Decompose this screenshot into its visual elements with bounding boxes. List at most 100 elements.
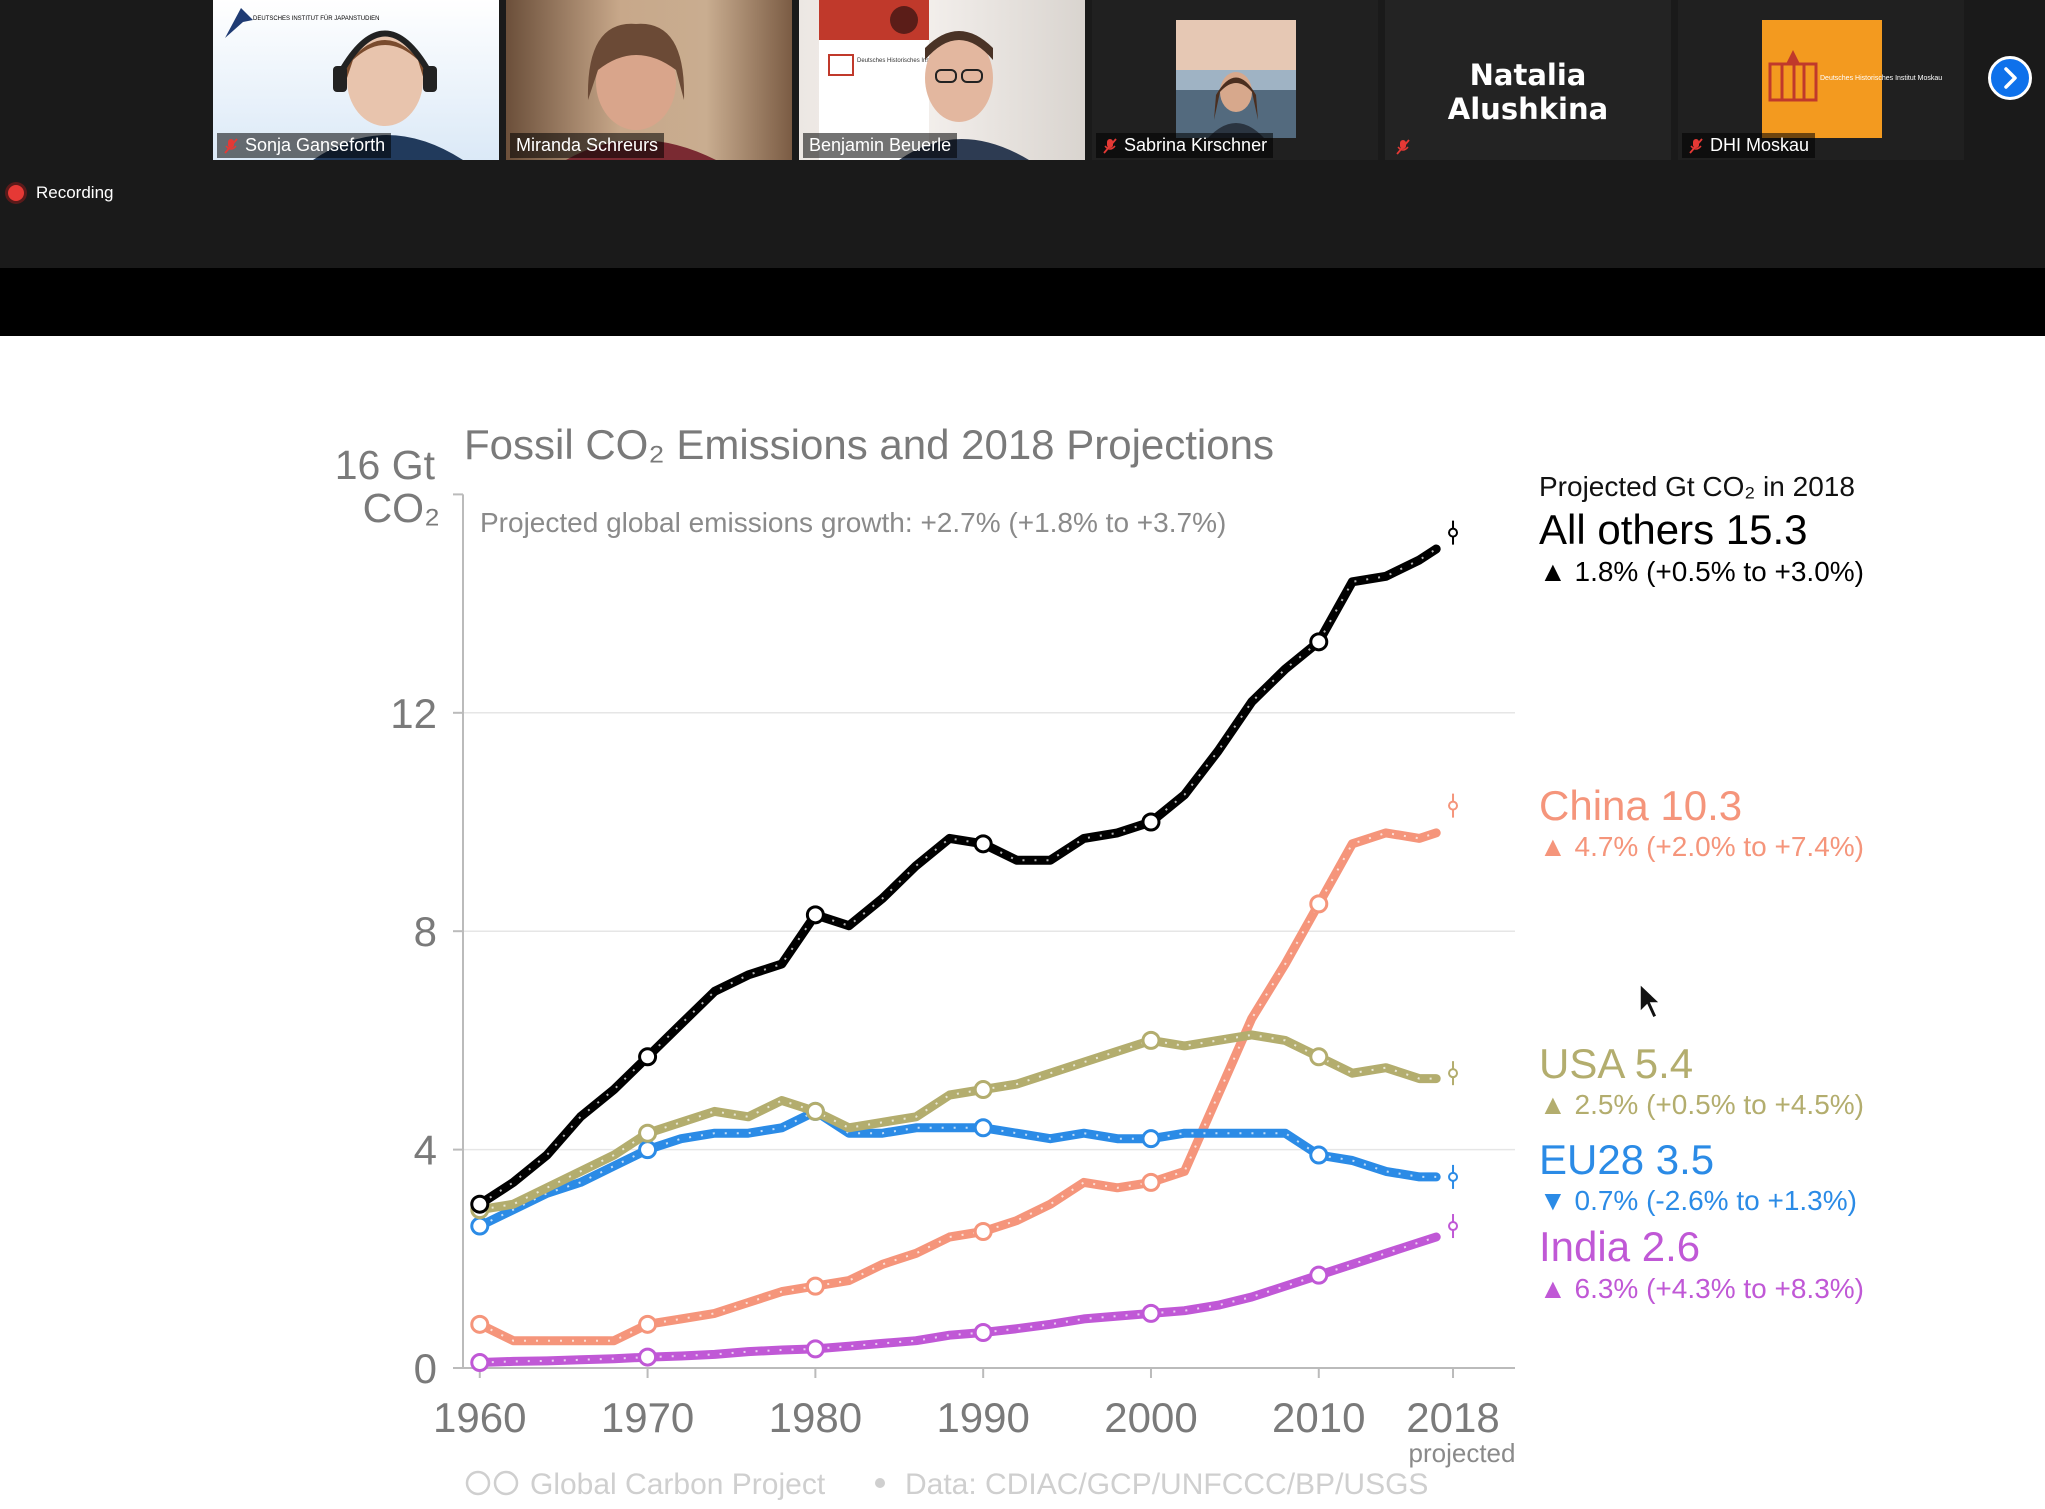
legend-label: All others 15.3: [1539, 506, 1808, 553]
legend-label: EU28 3.5: [1539, 1136, 1714, 1183]
participant-tile[interactable]: Sabrina Kirschner: [1092, 0, 1378, 160]
logo-text: DEUTSCHES INSTITUT FÜR JAPANSTUDIEN: [253, 15, 379, 22]
projection-point: [1448, 1221, 1459, 1232]
legend-growth: ▲ 6.3% (+4.3% to +8.3%): [1539, 1273, 1864, 1304]
participant-tile[interactable]: DEUTSCHES INSTITUT FÜR JAPANSTUDIEN Sonj…: [213, 0, 499, 160]
decade-marker: [638, 1123, 658, 1143]
decade-marker: [470, 1216, 490, 1236]
legend-growth: ▲ 4.7% (+2.0% to +7.4%): [1539, 831, 1864, 862]
y-tick-labels: 0 4 8 12: [390, 690, 437, 1392]
y-tick-label: 4: [414, 1127, 437, 1174]
recording-indicator[interactable]: Recording: [8, 183, 114, 203]
x-tick-label: 2010: [1272, 1394, 1365, 1441]
y-unit-label: 16 Gt: [335, 442, 436, 488]
decade-marker: [1141, 812, 1161, 832]
projection-point: [1448, 1171, 1459, 1182]
legend-label: India 2.6: [1539, 1223, 1700, 1270]
projected-label: projected: [1409, 1438, 1516, 1468]
participant-tile[interactable]: Deutsches Historisches Institut Moskau D…: [1678, 0, 1964, 160]
decade-marker: [1309, 1145, 1329, 1165]
mouse-cursor-icon: [1639, 982, 1662, 1020]
participant-name-label: Sonja Ganseforth: [217, 133, 392, 158]
participant-name-label: DHI Moskau: [1682, 133, 1816, 158]
series-line-india: [475, 1232, 1441, 1367]
series-line-eu28: [475, 1106, 1441, 1231]
series-dots-usa: [479, 1033, 1437, 1211]
decade-marker: [1141, 1303, 1161, 1323]
participant-name-label: Miranda Schreurs: [510, 133, 665, 158]
axes: [453, 493, 1515, 1378]
legend-label: China 10.3: [1539, 782, 1742, 829]
decade-marker: [973, 1080, 993, 1100]
shared-screen-slide: Fossil CO₂ Emissions and 2018 Projection…: [0, 336, 2045, 1509]
legend-growth: ▼ 0.7% (-2.6% to +1.3%): [1539, 1185, 1857, 1216]
participant-name: Miranda Schreurs: [516, 135, 659, 155]
decade-marker: [973, 1323, 993, 1343]
participant-tile[interactable]: Natalia Alushkina: [1385, 0, 1671, 160]
footer-source: Global Carbon Project: [530, 1468, 826, 1501]
decade-marker: [1141, 1172, 1161, 1192]
x-tick-label: 1990: [936, 1394, 1029, 1441]
separator-dot: [875, 1478, 885, 1488]
screen-share-margin: [0, 268, 2045, 336]
participant-name: Benjamin Beuerle: [809, 135, 952, 155]
y-tick-label: 0: [414, 1345, 437, 1392]
decade-marker: [470, 1194, 490, 1214]
projection-point: [1448, 527, 1459, 538]
chevron-right-icon: [2004, 67, 2017, 89]
mic-muted-icon: [1396, 139, 1410, 155]
projection-markers: [1448, 520, 1459, 1239]
series-dots-india: [479, 1236, 1437, 1364]
participant-name-label: Sabrina Kirschner: [1096, 133, 1274, 158]
projection-point: [1448, 800, 1459, 811]
participant-video: [1092, 0, 1378, 160]
x-tick-label: 2000: [1104, 1394, 1197, 1441]
decade-marker: [973, 1222, 993, 1241]
cc-license-icon: [465, 1470, 491, 1496]
institute-logo-icon: Deutsches Historisches Institut Moskau: [828, 54, 962, 76]
decade-marker: [973, 1118, 993, 1138]
institute-logo-icon: DEUTSCHES INSTITUT FÜR JAPANSTUDIEN: [225, 8, 379, 38]
series-dots-eu28: [479, 1110, 1437, 1227]
meeting-top-bar: DEUTSCHES INSTITUT FÜR JAPANSTUDIEN Sonj…: [0, 0, 2045, 268]
series-line-usa: [475, 1030, 1441, 1215]
growth-note: Projected global emissions growth: +2.7%…: [480, 507, 1226, 538]
recording-label: Recording: [36, 183, 114, 202]
y-tick-label: 8: [414, 908, 437, 955]
logo-text: Deutsches Historisches Institut Moskau: [1820, 75, 1942, 82]
decade-marker: [1309, 632, 1329, 652]
footer: Global Carbon Project Data: CDIAC/GCP/UN…: [465, 1468, 1428, 1501]
decade-marker: [470, 1314, 490, 1334]
participant-name: Sabrina Kirschner: [1124, 135, 1268, 155]
chart-title: Fossil CO₂ Emissions and 2018 Projection…: [464, 421, 1274, 468]
legend-growth: ▲ 2.5% (+0.5% to +4.5%): [1539, 1089, 1864, 1120]
poster-text: Deutsches Historisches Institut Moskau: [857, 58, 962, 64]
decade-marker: [973, 834, 993, 854]
participant-tile-active-speaker[interactable]: Miranda Schreurs: [506, 0, 792, 160]
participant-tile[interactable]: Deutsches Historisches Institut Moskau B…: [799, 0, 1085, 160]
projection-point: [1448, 1068, 1459, 1079]
next-page-button[interactable]: [1988, 56, 2032, 100]
decade-marker: [638, 1140, 658, 1160]
decade-marker: [1309, 894, 1329, 914]
avatar: [1176, 20, 1296, 138]
series-lines: [470, 544, 1441, 1373]
decade-marker: [470, 1353, 490, 1373]
participant-display-name: Natalia Alushkina: [1447, 58, 1609, 126]
legend-header: Projected Gt CO₂ in 2018: [1539, 471, 1855, 502]
x-tick-label: 1960: [433, 1394, 526, 1441]
participant-name-label: Benjamin Beuerle: [803, 133, 958, 158]
recording-dot-icon: [8, 185, 24, 201]
decade-marker: [638, 1314, 658, 1334]
x-tick-labels: 1960 1970 1980 1990 2000 2010 2018: [433, 1394, 1500, 1441]
legend: All others 15.3▲ 1.8% (+0.5% to +3.0%) Ch…: [1539, 506, 1864, 1304]
decade-marker: [1309, 1047, 1329, 1067]
x-tick-label: 1980: [769, 1394, 862, 1441]
decade-marker: [1309, 1265, 1329, 1285]
participant-name: Sonja Ganseforth: [245, 135, 386, 155]
decade-marker: [638, 1347, 658, 1367]
avatar: Deutsches Historisches Institut Moskau: [1762, 20, 1942, 138]
decade-marker: [805, 1339, 825, 1359]
legend-label: USA 5.4: [1539, 1040, 1693, 1087]
series-line-china: [475, 828, 1441, 1346]
